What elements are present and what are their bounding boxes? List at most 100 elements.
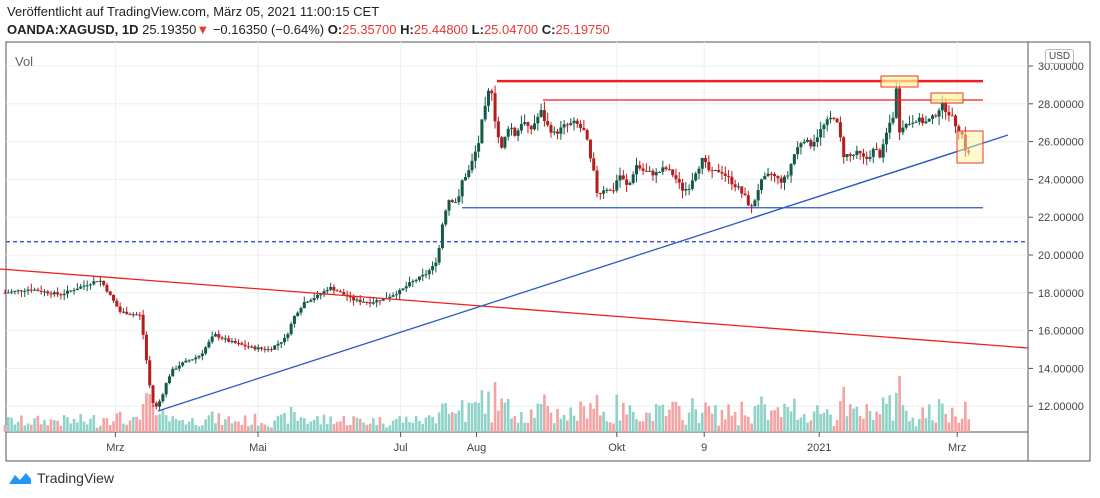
currency-badge[interactable]: USD: [1045, 49, 1075, 64]
candle-body: [121, 311, 125, 313]
volume-bar: [687, 412, 691, 432]
symbol-name[interactable]: OANDA:XAGUSD, 1D: [7, 22, 139, 37]
candle-body: [690, 180, 694, 189]
candle-body: [852, 154, 856, 156]
low-label: L:: [471, 22, 484, 37]
y-tick-label: 30.00000: [1038, 61, 1084, 73]
candle-body: [72, 290, 76, 292]
candle-body: [404, 286, 408, 289]
volume-bar: [480, 390, 484, 432]
close-value: 25.19750: [555, 22, 610, 37]
candle-body: [559, 127, 563, 134]
volume-bar: [145, 392, 148, 432]
candle-body: [536, 116, 540, 124]
volume-bar: [365, 424, 369, 432]
volume-bar: [559, 418, 563, 432]
volume-bar: [414, 415, 418, 432]
volume-bar: [543, 394, 546, 432]
volume-bar: [178, 420, 181, 432]
volume-bar: [243, 415, 247, 432]
candle-body: [937, 110, 941, 117]
volume-bar: [204, 419, 207, 432]
volume-bar: [319, 424, 323, 432]
candle-body: [934, 115, 938, 117]
volume-bar: [233, 421, 237, 432]
candle-body: [542, 110, 546, 121]
candle-body: [835, 118, 839, 123]
candle-body: [62, 293, 66, 296]
candle-body: [75, 288, 79, 291]
volume-bar: [684, 424, 688, 432]
candle-body: [789, 164, 793, 176]
volume-bar: [270, 427, 273, 432]
volume-bar: [13, 424, 17, 432]
candle-body: [315, 294, 319, 299]
candle-body: [868, 156, 872, 159]
volume-bar: [250, 424, 253, 432]
volume-bar: [931, 420, 934, 432]
candle-body: [888, 122, 892, 133]
volume-bar: [914, 426, 918, 432]
volume-bar: [349, 424, 352, 432]
candle-body: [253, 346, 257, 350]
candle-body: [375, 300, 379, 303]
candle-body: [164, 383, 168, 395]
candle-body: [187, 360, 191, 362]
candle-body: [717, 169, 721, 173]
volume-bar: [309, 421, 313, 432]
volume-bar: [878, 414, 882, 432]
volume-bar: [490, 422, 494, 432]
candle-body: [10, 291, 14, 293]
candle-body: [552, 131, 556, 133]
volume-bar: [355, 417, 359, 432]
candle-body: [82, 285, 86, 287]
candle-body: [184, 360, 188, 363]
volume-bar: [487, 391, 490, 432]
volume-bar: [427, 415, 431, 432]
tradingview-logo[interactable]: TradingView: [7, 470, 114, 486]
candle-body: [23, 290, 27, 292]
candle-body: [200, 353, 204, 357]
volume-bar: [174, 418, 178, 432]
candle-body: [112, 294, 116, 301]
candle-body: [421, 274, 425, 277]
volume-bar: [398, 416, 401, 432]
volume-bar: [404, 416, 408, 432]
candle-body: [273, 345, 277, 350]
volume-bar: [451, 411, 454, 432]
x-tick-label: Mrz: [948, 442, 966, 454]
volume-bar: [681, 420, 684, 432]
candle-body: [592, 158, 596, 171]
candle-body: [335, 290, 339, 292]
candle-body: [460, 180, 464, 197]
candle-body: [408, 282, 412, 287]
volume-bar: [240, 424, 244, 432]
volume-bar: [720, 409, 724, 432]
volume-bar: [53, 420, 56, 432]
volume-bar: [809, 420, 813, 432]
volume-bar: [477, 402, 480, 432]
candle-body: [812, 141, 816, 147]
volume-bar: [122, 423, 125, 432]
candle-body: [769, 173, 773, 175]
volume-bar: [503, 402, 507, 432]
candle-body: [644, 170, 648, 172]
candle-body: [493, 93, 497, 122]
volume-bar: [799, 417, 803, 432]
candle-body: [260, 347, 264, 349]
candle-body: [796, 147, 800, 155]
low-value: 25.04700: [483, 22, 539, 37]
candle-body: [608, 189, 612, 191]
candle-body: [144, 334, 148, 361]
volume-bar: [312, 419, 316, 432]
candle-body: [861, 153, 865, 157]
volume-bar: [717, 425, 721, 432]
volume-bar: [279, 414, 283, 432]
candle-body: [181, 362, 185, 366]
volume-bar: [793, 398, 796, 432]
volume-bar: [569, 407, 573, 432]
volume-bar: [714, 405, 717, 432]
volume-bar: [391, 420, 395, 432]
candle-body: [358, 299, 362, 302]
